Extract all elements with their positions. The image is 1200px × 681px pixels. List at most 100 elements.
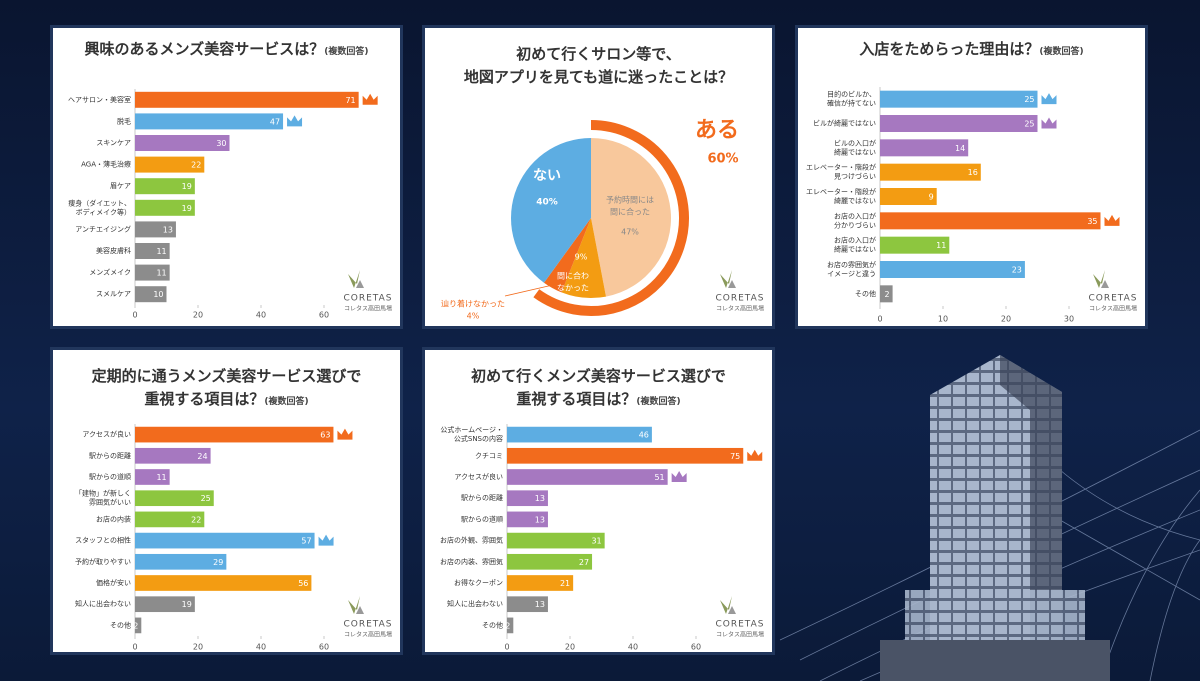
category-label: スメルケア bbox=[96, 290, 131, 298]
value-label: 71 bbox=[345, 96, 355, 105]
pie-slice bbox=[561, 218, 606, 298]
pie-slice bbox=[591, 138, 671, 297]
slice-label: 間に合った bbox=[610, 207, 650, 217]
bar bbox=[135, 221, 176, 238]
value-label: 13 bbox=[535, 494, 545, 503]
value-label: 9 bbox=[929, 193, 934, 202]
category-label: ボディメイク等） bbox=[76, 207, 131, 216]
category-label: お店の外観、雰囲気 bbox=[440, 536, 503, 545]
category-label: 予約が取りやすい bbox=[75, 557, 131, 566]
chart: 0 20 40 60 63 アクセスが良い 24 駅からの距離 11 駅からの道順 25 「建物」が新… bbox=[75, 424, 393, 652]
x-tick-label: 0 bbox=[132, 643, 137, 652]
value-label: 13 bbox=[163, 225, 173, 234]
bar bbox=[135, 199, 195, 216]
brand-name: CORETAS bbox=[1089, 294, 1138, 304]
value-label: 25 bbox=[1024, 120, 1034, 129]
value-label: 29 bbox=[213, 558, 223, 567]
title-line: 初めて行くサロン等で、 bbox=[516, 45, 681, 63]
bar bbox=[507, 511, 548, 528]
category-label: その他 bbox=[110, 620, 131, 629]
logo-icon bbox=[720, 270, 732, 288]
value-label: 19 bbox=[182, 182, 192, 191]
value-label: 22 bbox=[191, 161, 201, 170]
category-label: お得なクーポン bbox=[454, 578, 503, 587]
bar bbox=[135, 426, 334, 443]
chart-title: 初めて行くサロン等で、地図アプリを見ても道に迷ったことは？ bbox=[425, 43, 772, 89]
value-label: 46 bbox=[639, 431, 649, 440]
crown-icon bbox=[747, 449, 763, 461]
category-label: 公式SNSの内容 bbox=[454, 434, 503, 443]
base bbox=[880, 640, 1110, 681]
bar bbox=[135, 264, 170, 281]
title-line: 興味のあるメンズ美容サービスは？ bbox=[84, 40, 325, 58]
category-label: 美容皮膚科 bbox=[96, 246, 131, 255]
category-label: アクセスが良い bbox=[454, 472, 503, 481]
title-line: 地図アプリを見ても道に迷ったことは？ bbox=[463, 68, 734, 86]
crown-icon bbox=[318, 534, 334, 546]
chart-title: 興味のあるメンズ美容サービスは？(複数回答) bbox=[53, 38, 400, 64]
chart-subtitle: (複数回答) bbox=[324, 47, 369, 57]
value-label: 25 bbox=[1024, 95, 1034, 104]
logo-icon bbox=[356, 606, 364, 614]
category-label: 分かりづらい bbox=[834, 220, 876, 229]
slice-label: 辿り着けなかった bbox=[441, 299, 505, 309]
slice-label: 間に合わ bbox=[557, 271, 589, 281]
value-label: 24 bbox=[197, 452, 207, 461]
bar bbox=[135, 511, 205, 528]
chart-subtitle: (複数回答) bbox=[1039, 47, 1084, 57]
brand-name: CORETAS bbox=[716, 620, 765, 630]
bar bbox=[880, 139, 969, 157]
x-tick-label: 0 bbox=[132, 311, 137, 320]
chart-title: 入店をためらった理由は？(複数回答) bbox=[798, 38, 1145, 64]
x-tick-label: 20 bbox=[193, 643, 203, 652]
logo-icon bbox=[348, 596, 360, 614]
bar bbox=[135, 469, 170, 485]
bar bbox=[135, 553, 227, 570]
bar bbox=[135, 575, 312, 591]
annotation: ある bbox=[695, 118, 739, 143]
bar bbox=[135, 113, 284, 130]
slice-value-label: 9% bbox=[575, 253, 588, 262]
logo-icon bbox=[728, 606, 736, 614]
category-label: ビルが綺麗ではない bbox=[813, 119, 876, 128]
value-label: 19 bbox=[182, 600, 192, 609]
x-tick-label: 20 bbox=[565, 643, 575, 652]
brand-name: CORETAS bbox=[344, 620, 393, 630]
category-label: 駅からの距離 bbox=[89, 451, 131, 460]
logo-icon bbox=[348, 270, 360, 288]
value-label: 25 bbox=[201, 494, 211, 503]
category-label: 価格が安い bbox=[96, 578, 131, 587]
value-label: 16 bbox=[968, 168, 978, 177]
logo-icon bbox=[1101, 280, 1109, 288]
category-label: その他 bbox=[482, 620, 503, 629]
group-ring bbox=[533, 120, 689, 316]
value-label: 23 bbox=[1012, 266, 1022, 275]
x-tick-label: 0 bbox=[877, 315, 882, 324]
category-label: アンチエイジング bbox=[75, 224, 131, 233]
crown-icon bbox=[362, 93, 378, 105]
bar bbox=[135, 596, 195, 613]
category-label: 脱毛 bbox=[117, 116, 131, 125]
bar bbox=[135, 617, 142, 634]
brand-sub: コレタス高田馬場 bbox=[1089, 305, 1137, 313]
pie-slice bbox=[511, 138, 591, 283]
category-label: イメージと違う bbox=[827, 269, 876, 278]
x-tick-label: 40 bbox=[256, 311, 266, 320]
bar bbox=[880, 188, 937, 205]
title-line: 定期的に通うメンズ美容サービス選びで bbox=[91, 367, 362, 385]
logo-icon bbox=[728, 280, 736, 288]
category-label: 綺麗ではない bbox=[834, 196, 876, 205]
category-label: メンズメイク bbox=[89, 268, 131, 277]
category-label: 目的のビルか、 bbox=[827, 90, 876, 99]
title-line: 初めて行くメンズ美容サービス選びで bbox=[471, 367, 726, 385]
brand-sub: コレタス高田馬場 bbox=[344, 305, 392, 313]
bar bbox=[135, 286, 167, 303]
crown-icon bbox=[337, 428, 353, 440]
category-label: ヘアサロン・美容室 bbox=[68, 95, 131, 104]
x-tick-label: 20 bbox=[1001, 315, 1011, 324]
value-label: 11 bbox=[156, 269, 166, 278]
